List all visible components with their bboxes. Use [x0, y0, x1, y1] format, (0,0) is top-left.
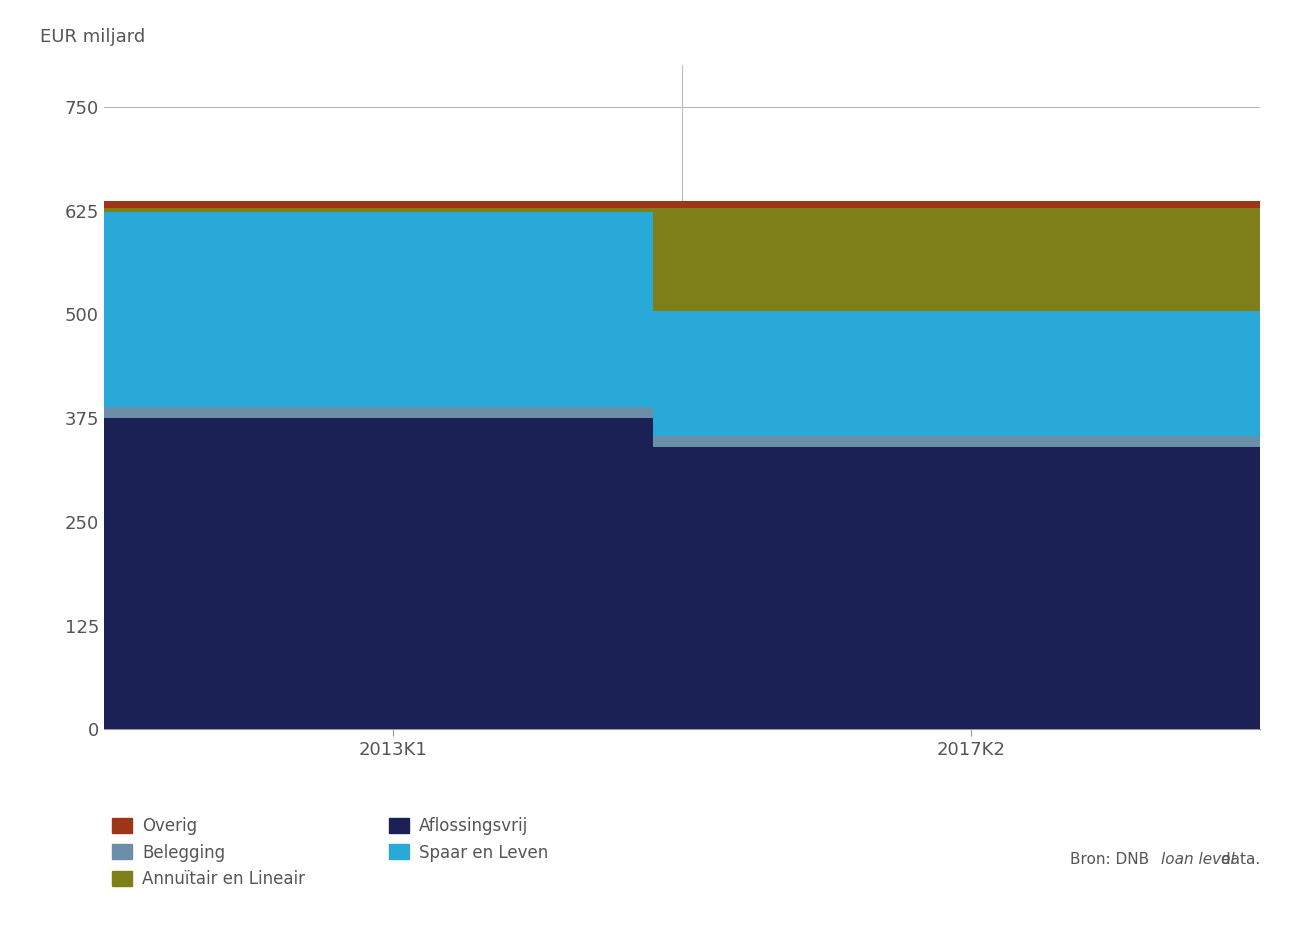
Bar — [75, 209, 711, 212]
Text: loan level: loan level — [1161, 852, 1234, 867]
Bar — [75, 418, 711, 729]
Bar — [75, 407, 711, 418]
Bar — [653, 436, 1289, 447]
Legend: Overig, Belegging, Annuïtair en Lineair, Aflossingsvrij, Spaar en Leven, : Overig, Belegging, Annuïtair en Lineair,… — [112, 817, 548, 888]
Bar — [653, 209, 1289, 311]
Bar — [653, 201, 1289, 209]
Text: EUR miljard: EUR miljard — [40, 27, 145, 46]
Text: data.: data. — [1216, 852, 1260, 867]
Bar — [75, 212, 711, 407]
Text: Bron: DNB: Bron: DNB — [1069, 852, 1154, 867]
Bar — [75, 201, 711, 209]
Bar — [653, 447, 1289, 729]
Bar — [653, 311, 1289, 436]
